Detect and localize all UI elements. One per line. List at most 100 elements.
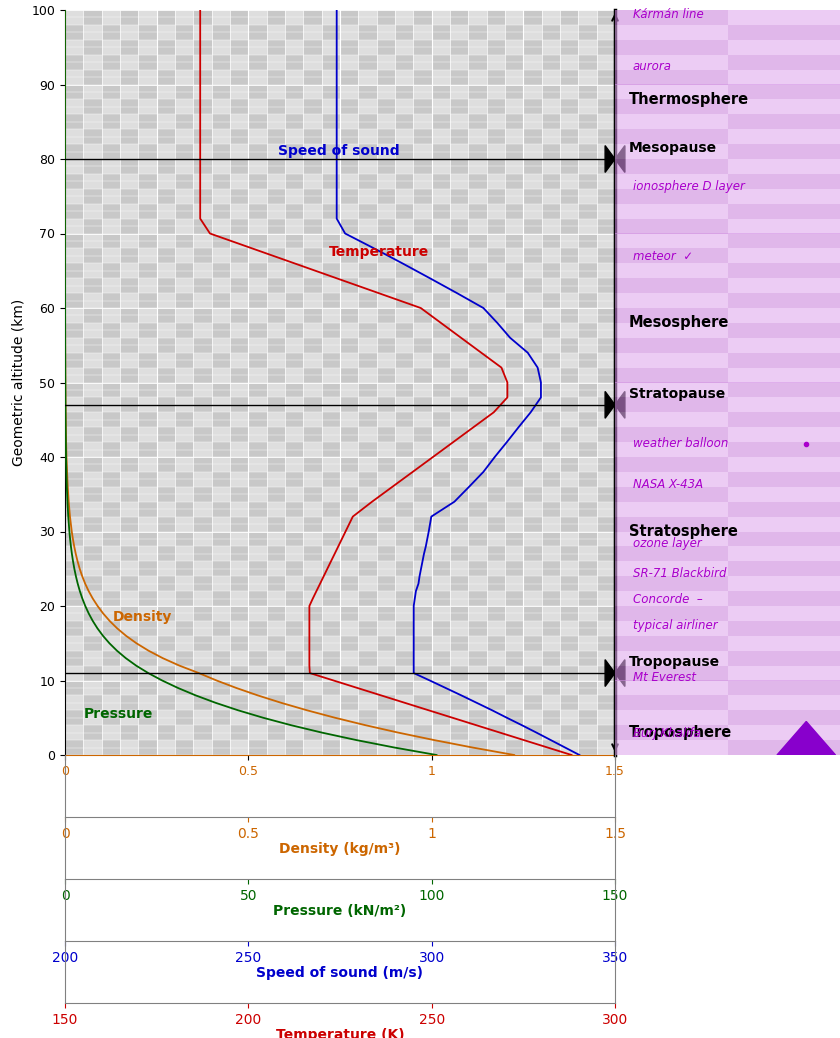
Bar xyxy=(395,681,413,695)
Text: Density: Density xyxy=(113,610,172,624)
Polygon shape xyxy=(615,391,625,418)
Bar xyxy=(157,264,175,278)
Bar xyxy=(432,367,450,382)
Bar xyxy=(560,55,578,70)
Bar xyxy=(322,442,340,457)
Bar xyxy=(157,487,175,501)
Bar xyxy=(395,114,413,129)
Bar xyxy=(560,621,578,636)
Bar xyxy=(102,562,120,576)
Bar xyxy=(560,70,578,84)
Bar xyxy=(83,55,102,70)
Bar xyxy=(322,337,340,353)
Bar xyxy=(230,487,249,501)
Bar xyxy=(469,55,486,70)
Bar xyxy=(432,25,450,39)
Bar xyxy=(578,308,596,323)
Bar xyxy=(65,428,83,442)
Bar xyxy=(102,234,120,248)
Bar xyxy=(615,234,727,248)
Bar xyxy=(340,234,359,248)
Bar xyxy=(322,562,340,576)
Bar xyxy=(596,487,615,501)
Bar xyxy=(376,367,395,382)
Bar xyxy=(230,606,249,621)
Bar xyxy=(523,39,542,55)
Bar xyxy=(727,710,840,726)
Bar xyxy=(340,472,359,487)
Bar xyxy=(212,382,230,398)
Bar xyxy=(285,621,303,636)
Bar xyxy=(727,203,840,219)
Bar xyxy=(212,248,230,264)
Bar xyxy=(83,740,102,755)
Bar xyxy=(560,264,578,278)
Bar xyxy=(413,353,432,367)
Bar xyxy=(486,457,505,472)
Bar xyxy=(413,264,432,278)
Bar xyxy=(523,248,542,264)
Bar xyxy=(157,576,175,591)
Bar xyxy=(560,487,578,501)
Bar xyxy=(249,472,266,487)
Bar xyxy=(322,636,340,651)
Bar xyxy=(230,25,249,39)
Bar xyxy=(376,457,395,472)
Bar xyxy=(359,55,376,70)
Bar xyxy=(395,546,413,562)
Bar xyxy=(249,591,266,606)
Bar xyxy=(285,159,303,174)
Bar xyxy=(486,25,505,39)
Bar xyxy=(83,517,102,531)
Bar xyxy=(727,55,840,70)
Bar xyxy=(266,293,285,308)
Bar xyxy=(83,203,102,219)
Bar xyxy=(359,531,376,546)
Bar xyxy=(285,382,303,398)
Bar xyxy=(359,70,376,84)
Bar xyxy=(578,562,596,576)
Bar xyxy=(83,84,102,100)
Bar xyxy=(120,710,139,726)
Bar xyxy=(395,25,413,39)
Bar xyxy=(486,487,505,501)
Bar xyxy=(505,174,523,189)
Text: Concorde  –: Concorde – xyxy=(633,593,703,606)
Bar xyxy=(395,248,413,264)
Bar xyxy=(560,531,578,546)
Bar xyxy=(322,308,340,323)
Bar xyxy=(157,606,175,621)
Bar xyxy=(157,681,175,695)
Bar xyxy=(102,114,120,129)
Bar xyxy=(413,159,432,174)
Bar xyxy=(486,531,505,546)
Bar xyxy=(230,517,249,531)
Bar xyxy=(249,606,266,621)
Bar xyxy=(102,665,120,681)
Bar xyxy=(413,219,432,234)
Bar xyxy=(432,562,450,576)
Bar xyxy=(395,398,413,412)
Bar xyxy=(175,100,193,114)
Bar xyxy=(102,25,120,39)
Bar xyxy=(450,174,469,189)
Bar xyxy=(542,234,560,248)
Bar xyxy=(578,382,596,398)
Bar xyxy=(560,562,578,576)
Bar xyxy=(469,219,486,234)
Bar xyxy=(432,457,450,472)
Bar xyxy=(596,337,615,353)
Bar xyxy=(615,203,727,219)
Bar xyxy=(505,203,523,219)
Bar xyxy=(175,472,193,487)
Bar xyxy=(102,621,120,636)
Bar xyxy=(212,546,230,562)
Bar xyxy=(596,726,615,740)
Bar xyxy=(266,606,285,621)
Bar xyxy=(542,562,560,576)
Bar xyxy=(450,367,469,382)
Bar xyxy=(596,472,615,487)
Bar xyxy=(578,129,596,144)
Bar xyxy=(249,129,266,144)
Bar xyxy=(139,70,157,84)
